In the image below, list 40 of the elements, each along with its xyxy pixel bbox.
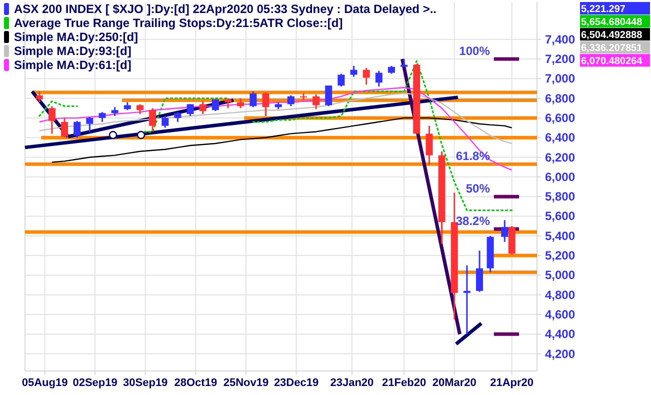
y-tick-label: 4,400	[545, 327, 576, 342]
y-tick-label: 5,000	[545, 268, 576, 282]
text: 5,221.297	[581, 4, 626, 15]
x-tick-label: 23Jan20	[330, 377, 374, 389]
y-tick-label: 4,800	[545, 288, 576, 302]
annotation: 100%	[459, 44, 490, 58]
annotation: 38.2%	[456, 214, 490, 228]
legend-label: Simple MA:Dy:250:[d]	[14, 30, 138, 44]
y-tick-label: 5,600	[545, 209, 576, 224]
x-tick-label: 02Sep19	[72, 377, 118, 389]
y-tick-label: 4,200	[545, 346, 576, 361]
legend-label: ASX 200 INDEX [ $XJO ]:Dy:[d] 22Apr2020 05:33 Sydney : Data Delayed >..	[14, 2, 437, 16]
legend-label: Average True Range Trailing Stops:Dy:21:5ATR Close::[d]	[14, 16, 343, 30]
y-tick-label: 7,200	[545, 52, 576, 66]
x-tick-label: 23Dec19	[274, 377, 319, 389]
text: 6,070.480264	[581, 56, 643, 67]
x-tick-label: 21Feb20	[382, 377, 426, 389]
text: 6,336.207851	[581, 43, 643, 54]
x-tick-label: 28Oct19	[174, 377, 218, 389]
y-tick-label: 6,400	[545, 130, 576, 145]
annotation: 50%	[466, 182, 490, 196]
legend-label: Simple MA:Dy:93:[d]	[14, 44, 132, 58]
x-tick-label: 30Sep19	[123, 377, 168, 389]
y-tick-label: 5,400	[545, 228, 576, 243]
y-tick-label: 6,600	[545, 110, 576, 125]
x-tick-label: 05Aug19	[22, 377, 68, 389]
x-tick-label: 25Nov19	[223, 377, 269, 389]
y-tick-label: 6,800	[545, 91, 576, 106]
y-tick-label: 5,200	[545, 248, 576, 263]
y-tick-label: 7,000	[545, 72, 576, 86]
legend-label: Simple MA:Dy:61:[d]	[14, 58, 132, 72]
y-tick-label: 7,400	[545, 32, 576, 46]
y-tick-label: 5,800	[545, 190, 576, 204]
y-tick-label: 4,600	[545, 307, 576, 322]
text: 5,654.680448	[581, 17, 643, 28]
y-tick-label: 6,200	[545, 150, 576, 164]
text: 6,504.492888	[581, 30, 643, 41]
x-tick-label: 20Mar20	[432, 377, 476, 389]
x-tick-label: 21Apr20	[490, 377, 534, 389]
y-tick-label: 6,000	[545, 170, 576, 184]
